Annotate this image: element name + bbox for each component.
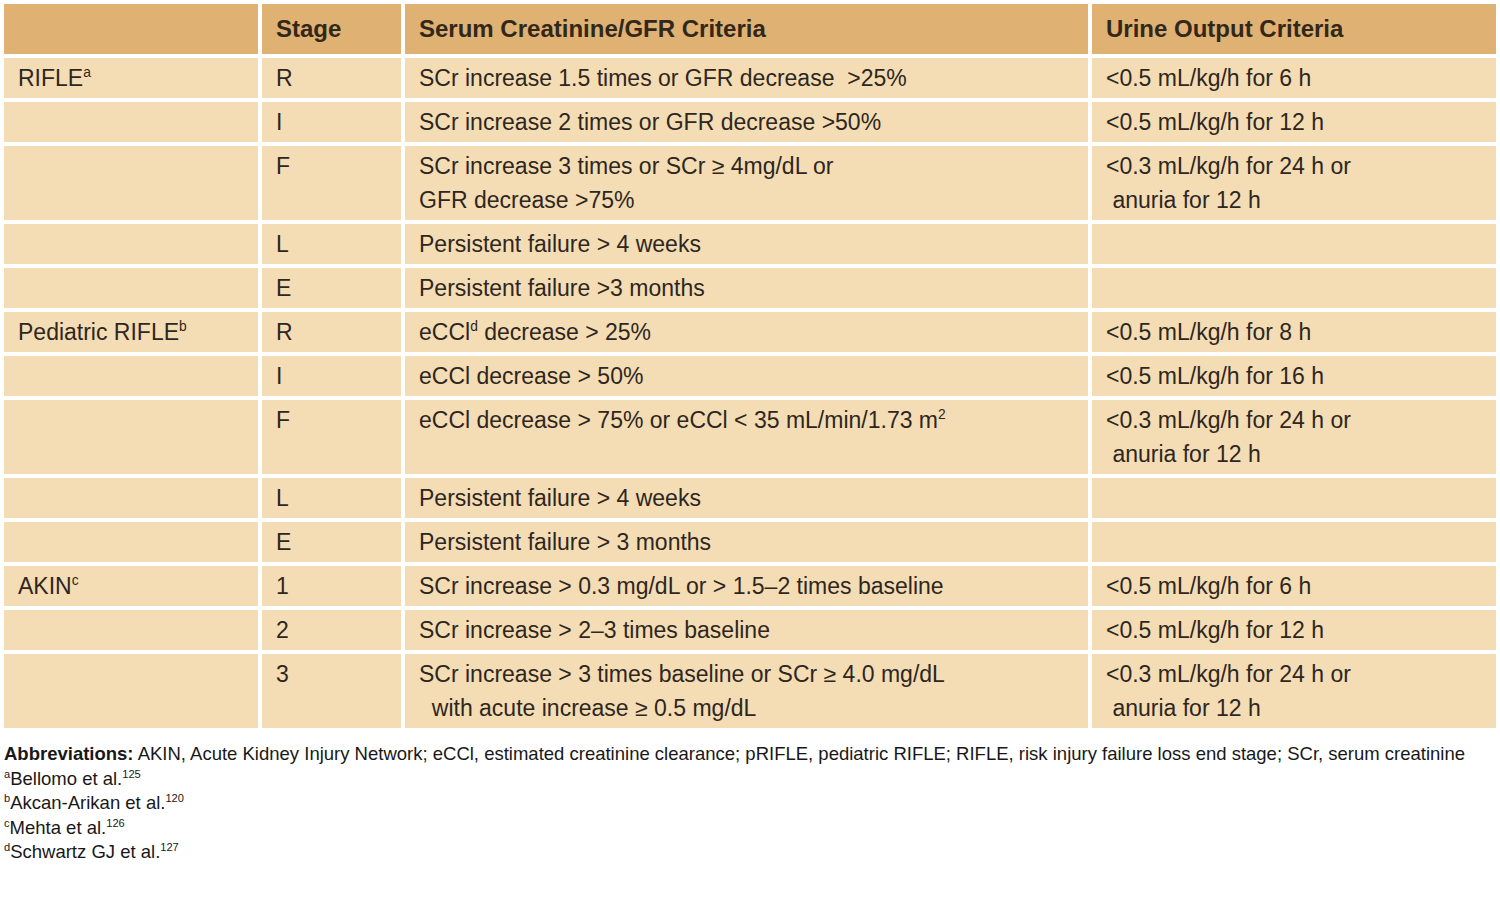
- system-cell: [4, 400, 258, 474]
- urine-output-cell: [1092, 522, 1496, 562]
- urine-output-cell: <0.3 mL/kg/h for 24 h or anuria for 12 h: [1092, 400, 1496, 474]
- abbreviations-label: Abbreviations:: [4, 743, 134, 764]
- stage-cell: R: [262, 58, 401, 98]
- system-cell: [4, 102, 258, 142]
- urine-output-cell: <0.3 mL/kg/h for 24 h or anuria for 12 h: [1092, 654, 1496, 728]
- stage-cell: L: [262, 478, 401, 518]
- abbreviations: Abbreviations: AKIN, Acute Kidney Injury…: [4, 742, 1496, 767]
- footnote-marker: b: [4, 792, 10, 804]
- column-header-2: Serum Creatinine/GFR Criteria: [405, 4, 1088, 54]
- table-footnotes: Abbreviations: AKIN, Acute Kidney Injury…: [4, 742, 1496, 865]
- page: StageSerum Creatinine/GFR CriteriaUrine …: [0, 0, 1500, 902]
- superscript: 2: [938, 407, 946, 422]
- system-cell: Pediatric RIFLEb: [4, 312, 258, 352]
- table-row: FSCr increase 3 times or SCr ≥ 4mg/dL or…: [4, 146, 1496, 220]
- stage-cell: I: [262, 356, 401, 396]
- criteria-cell: SCr increase 1.5 times or GFR decrease >…: [405, 58, 1088, 98]
- system-cell: [4, 224, 258, 264]
- urine-output-cell: [1092, 224, 1496, 264]
- table-row: RIFLEaRSCr increase 1.5 times or GFR dec…: [4, 58, 1496, 98]
- stage-cell: L: [262, 224, 401, 264]
- stage-cell: F: [262, 146, 401, 220]
- criteria-cell: Persistent failure > 3 months: [405, 522, 1088, 562]
- system-cell: [4, 522, 258, 562]
- stage-cell: 3: [262, 654, 401, 728]
- stage-cell: E: [262, 268, 401, 308]
- footnote-marker: c: [4, 816, 10, 828]
- superscript: c: [72, 573, 79, 588]
- system-cell: AKINc: [4, 566, 258, 606]
- criteria-cell: SCr increase > 0.3 mg/dL or > 1.5–2 time…: [405, 566, 1088, 606]
- table-row: EPersistent failure >3 months: [4, 268, 1496, 308]
- urine-output-cell: [1092, 478, 1496, 518]
- aki-staging-table: StageSerum Creatinine/GFR CriteriaUrine …: [0, 0, 1500, 732]
- table-row: Pediatric RIFLEbReCCld decrease > 25%<0.…: [4, 312, 1496, 352]
- footnote: dSchwartz GJ et al.127: [4, 840, 1496, 865]
- criteria-cell: SCr increase > 3 times baseline or SCr ≥…: [405, 654, 1088, 728]
- criteria-cell: SCr increase 2 times or GFR decrease >50…: [405, 102, 1088, 142]
- reference-number: 127: [160, 841, 179, 853]
- superscript: a: [83, 65, 91, 80]
- urine-output-cell: [1092, 268, 1496, 308]
- stage-cell: I: [262, 102, 401, 142]
- footnote: bAkcan-Arikan et al.120: [4, 791, 1496, 816]
- system-cell: [4, 654, 258, 728]
- reference-number: 126: [106, 816, 125, 828]
- criteria-cell: eCCl decrease > 50%: [405, 356, 1088, 396]
- footnote-marker: a: [4, 767, 10, 779]
- superscript: b: [179, 319, 187, 334]
- footnote: aBellomo et al.125: [4, 767, 1496, 792]
- criteria-cell: eCCl decrease > 75% or eCCl < 35 mL/min/…: [405, 400, 1088, 474]
- criteria-cell: SCr increase > 2–3 times baseline: [405, 610, 1088, 650]
- table-row: IeCCl decrease > 50%<0.5 mL/kg/h for 16 …: [4, 356, 1496, 396]
- superscript: d: [470, 319, 478, 334]
- urine-output-cell: <0.3 mL/kg/h for 24 h or anuria for 12 h: [1092, 146, 1496, 220]
- criteria-cell: eCCld decrease > 25%: [405, 312, 1088, 352]
- reference-number: 120: [165, 792, 184, 804]
- system-cell: [4, 268, 258, 308]
- stage-cell: F: [262, 400, 401, 474]
- table-row: ISCr increase 2 times or GFR decrease >5…: [4, 102, 1496, 142]
- urine-output-cell: <0.5 mL/kg/h for 6 h: [1092, 566, 1496, 606]
- system-cell: [4, 610, 258, 650]
- table-row: AKINc1SCr increase > 0.3 mg/dL or > 1.5–…: [4, 566, 1496, 606]
- urine-output-cell: <0.5 mL/kg/h for 6 h: [1092, 58, 1496, 98]
- criteria-cell: Persistent failure > 4 weeks: [405, 478, 1088, 518]
- criteria-cell: Persistent failure > 4 weeks: [405, 224, 1088, 264]
- column-header-1: Stage: [262, 4, 401, 54]
- abbreviations-text: AKIN, Acute Kidney Injury Network; eCCl,…: [134, 743, 1466, 764]
- footnote-marker: d: [4, 841, 10, 853]
- criteria-cell: Persistent failure >3 months: [405, 268, 1088, 308]
- footnote: cMehta et al.126: [4, 816, 1496, 841]
- system-cell: RIFLEa: [4, 58, 258, 98]
- column-header-0: [4, 4, 258, 54]
- system-cell: [4, 478, 258, 518]
- urine-output-cell: <0.5 mL/kg/h for 12 h: [1092, 102, 1496, 142]
- column-header-3: Urine Output Criteria: [1092, 4, 1496, 54]
- urine-output-cell: <0.5 mL/kg/h for 16 h: [1092, 356, 1496, 396]
- urine-output-cell: <0.5 mL/kg/h for 12 h: [1092, 610, 1496, 650]
- stage-cell: 2: [262, 610, 401, 650]
- reference-number: 125: [122, 767, 141, 779]
- stage-cell: 1: [262, 566, 401, 606]
- table-row: 3SCr increase > 3 times baseline or SCr …: [4, 654, 1496, 728]
- system-cell: [4, 356, 258, 396]
- stage-cell: R: [262, 312, 401, 352]
- table-row: LPersistent failure > 4 weeks: [4, 478, 1496, 518]
- system-cell: [4, 146, 258, 220]
- table-row: 2SCr increase > 2–3 times baseline<0.5 m…: [4, 610, 1496, 650]
- stage-cell: E: [262, 522, 401, 562]
- criteria-cell: SCr increase 3 times or SCr ≥ 4mg/dL or …: [405, 146, 1088, 220]
- table-header-row: StageSerum Creatinine/GFR CriteriaUrine …: [4, 4, 1496, 54]
- table-row: FeCCl decrease > 75% or eCCl < 35 mL/min…: [4, 400, 1496, 474]
- table-row: EPersistent failure > 3 months: [4, 522, 1496, 562]
- urine-output-cell: <0.5 mL/kg/h for 8 h: [1092, 312, 1496, 352]
- table-row: LPersistent failure > 4 weeks: [4, 224, 1496, 264]
